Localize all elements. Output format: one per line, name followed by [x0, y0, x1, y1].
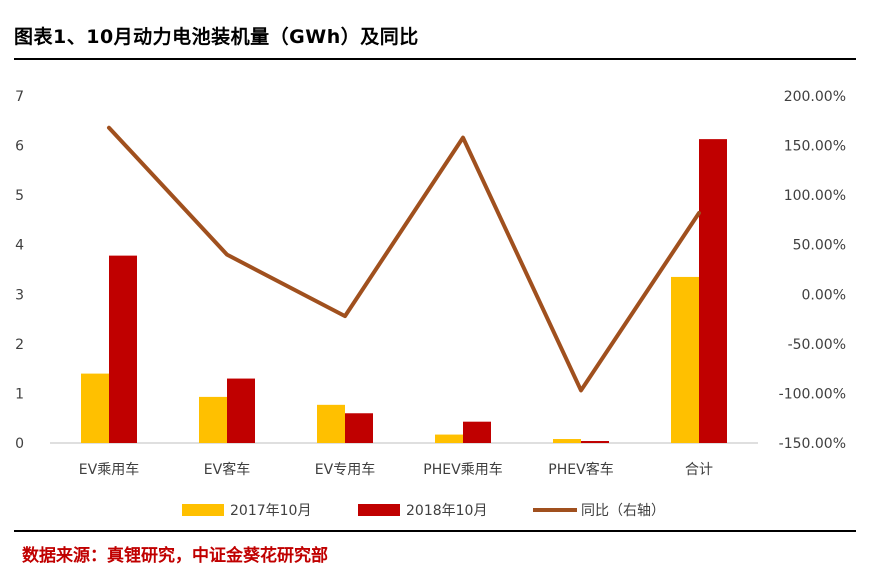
right-tick-label: 0.00%	[802, 287, 846, 303]
left-tick-label: 3	[15, 287, 24, 303]
bar-1-3	[463, 421, 491, 443]
right-tick-label: -50.00%	[788, 337, 846, 353]
bar-0-5	[671, 276, 699, 443]
right-tick-label: 150.00%	[784, 139, 846, 155]
bar-1-0	[109, 255, 137, 443]
page-title: 图表1、10月动力电池装机量（GWh）及同比	[14, 26, 419, 48]
yoy-line	[107, 125, 701, 393]
bar-0-0	[81, 373, 109, 443]
category-label: EV乘用车	[79, 461, 139, 478]
bar-1-4	[581, 441, 609, 443]
bar-1-5	[699, 139, 727, 443]
legend-label-0: 2017年10月	[230, 503, 311, 519]
source-note: 数据来源：真锂研究，中证金葵花研究部	[22, 546, 328, 566]
right-tick-label: -150.00%	[779, 436, 846, 452]
source-rule	[14, 530, 856, 532]
bar-1-1	[227, 378, 255, 443]
category-label: 合计	[685, 462, 713, 478]
left-tick-label: 6	[15, 139, 24, 155]
category-label: PHEV客车	[548, 461, 613, 478]
category-label: PHEV乘用车	[423, 461, 502, 478]
left-tick-label: 0	[15, 436, 24, 452]
left-tick-label: 4	[15, 238, 24, 254]
category-labels: EV乘用车 EV客车 EV专用车 PHEV乘用车 PHEV客车 合计	[79, 461, 713, 478]
legend-label-1: 2018年10月	[406, 503, 487, 519]
right-tick-label: 50.00%	[793, 238, 846, 254]
yoy-line-series	[107, 125, 701, 393]
bar-0-2	[317, 404, 345, 443]
right-tick-label: 100.00%	[784, 188, 846, 204]
legend: 2017年10月 2018年10月 同比（右轴）	[182, 503, 665, 519]
right-tick-label: -100.00%	[779, 386, 846, 402]
bar-0-3	[435, 434, 463, 443]
bar-1-2	[345, 413, 373, 443]
left-tick-label: 2	[15, 337, 24, 353]
category-label: EV客车	[204, 461, 250, 478]
combo-chart: 0 1 2 3 4 5 6 7 -150.00% -100.00% -50.00% 0.00% 50.…	[15, 89, 846, 519]
legend-swatch-0	[182, 504, 224, 516]
bar-0-4	[553, 439, 581, 443]
left-axis: 0 1 2 3 4 5 6 7	[15, 89, 24, 452]
category-label: EV专用车	[315, 461, 375, 478]
legend-swatch-1	[358, 504, 400, 516]
right-axis: -150.00% -100.00% -50.00% 0.00% 50.00% 100.00…	[779, 89, 846, 452]
title-rule	[14, 58, 856, 60]
legend-label-2: 同比（右轴）	[581, 503, 665, 519]
left-tick-label: 5	[15, 188, 24, 204]
right-tick-label: 200.00%	[784, 89, 846, 105]
left-tick-label: 1	[15, 386, 24, 402]
bars	[81, 139, 727, 443]
bar-0-1	[199, 396, 227, 443]
left-tick-label: 7	[15, 89, 24, 105]
